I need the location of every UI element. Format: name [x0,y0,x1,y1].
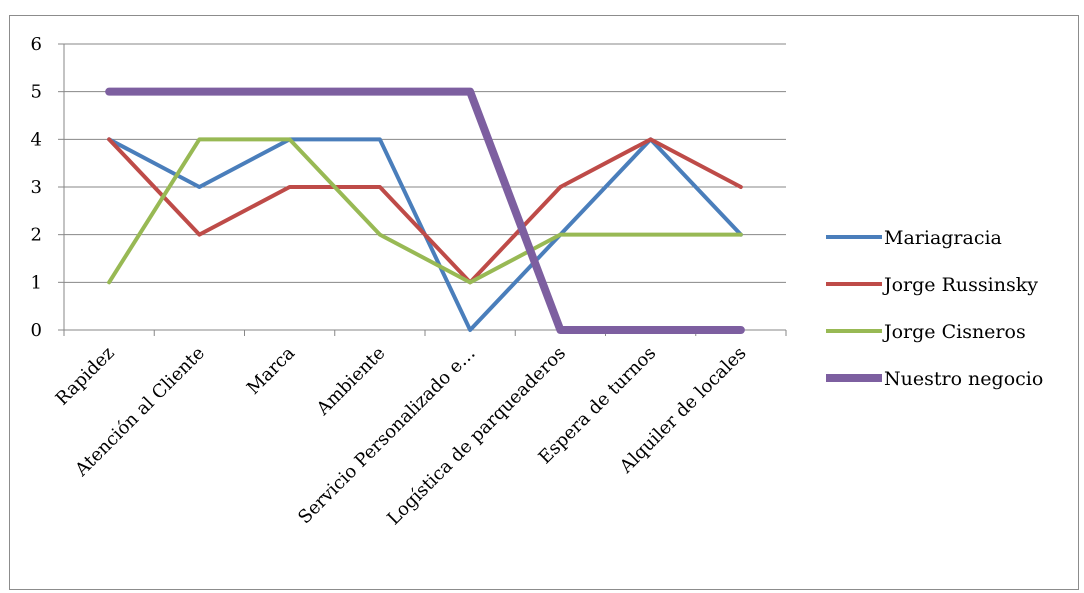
series-line [105,87,745,334]
series-lines [105,87,745,334]
x-tick-label: Logística de parqueaderos [383,343,570,530]
chart-frame [9,15,1079,590]
x-tick-label: Marca [243,343,299,399]
y-tick-label: 4 [31,129,42,150]
legend-label: Mariagracia [884,227,1002,249]
y-tick-label: 5 [31,82,42,103]
series-line [107,137,743,285]
y-tick-labels: 0 1 2 3 4 5 6 [31,34,42,341]
gridlines [64,43,786,283]
legend-label: Nuestro negocio [884,368,1043,390]
y-tick-label: 6 [31,34,42,55]
legend-label: Jorge Russinsky [882,274,1038,296]
y-tick-label: 3 [31,177,42,198]
x-tick-label: Rapidez [52,343,119,410]
y-tick-label: 1 [31,272,42,293]
legend-label: Jorge Cisneros [882,321,1026,343]
series-line [107,137,743,285]
legend: Mariagracia Jorge Russinsky Jorge Cisneros… [826,227,1043,390]
y-tick-label: 2 [31,225,42,246]
x-tick-label: Ambiente [312,343,389,420]
y-tick-label: 0 [31,320,42,341]
x-tick-label: Servicio Personalizado e… [294,343,480,529]
